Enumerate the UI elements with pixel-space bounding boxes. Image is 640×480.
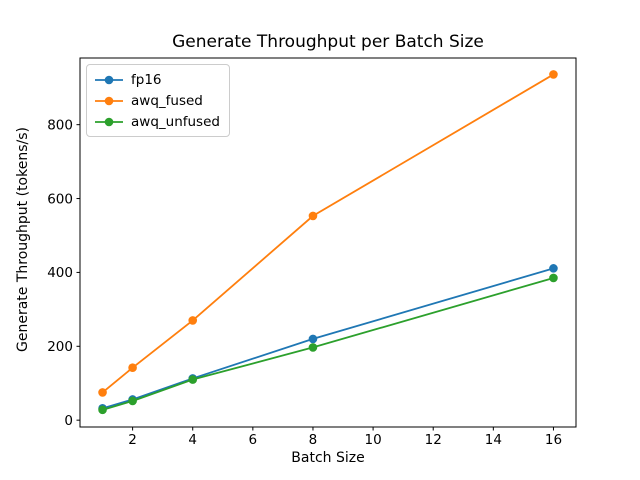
x-tick-label: 4	[188, 432, 197, 448]
chart-title: Generate Throughput per Batch Size	[172, 32, 484, 52]
data-point-awq_unfused	[188, 375, 198, 384]
x-axis-label: Batch Size	[291, 450, 365, 466]
data-point-awq_fused	[98, 388, 107, 397]
legend-item-awq-fused: awq_fused	[95, 90, 220, 111]
data-point-awq_unfused	[128, 396, 137, 406]
legend-item-fp16: fp16	[95, 69, 220, 90]
x-tick-label: 12	[425, 432, 442, 448]
legend-marker-dot	[104, 75, 114, 84]
x-tick-label: 2	[128, 432, 137, 448]
x-tick-label: 8	[309, 432, 318, 448]
data-point-awq_unfused	[98, 405, 107, 415]
x-tick-label: 16	[545, 432, 562, 448]
y-tick-label: 400	[47, 265, 73, 281]
data-point-fp16	[549, 264, 558, 273]
legend-marker-dot	[104, 117, 114, 126]
legend: fp16 awq_fused awq_unfused	[86, 64, 230, 137]
legend-item-awq-unfused: awq_unfused	[95, 111, 220, 132]
data-point-awq_fused	[549, 70, 558, 79]
y-tick-label: 200	[47, 339, 73, 355]
data-point-awq_unfused	[308, 343, 318, 352]
legend-marker-dot	[104, 96, 114, 105]
plot-border	[79, 57, 577, 428]
legend-label: fp16	[131, 71, 162, 88]
x-tick-label: 10	[364, 432, 381, 448]
legend-line-marker-fp16	[95, 75, 123, 84]
data-point-fp16	[308, 334, 318, 344]
data-point-awq_fused	[188, 316, 198, 325]
y-tick-label: 800	[47, 117, 73, 133]
x-tick-label: 6	[249, 432, 258, 448]
series-line-awq_unfused	[102, 277, 554, 411]
y-axis-label: Generate Throughput (tokens/s)	[15, 127, 31, 352]
y-tick-label: 600	[47, 191, 73, 207]
legend-label: awq_fused	[131, 92, 203, 109]
legend-line-marker-awq-unfused	[95, 117, 123, 126]
data-point-awq_fused	[308, 211, 318, 221]
y-tick-label: 0	[64, 413, 73, 429]
data-point-awq_unfused	[549, 273, 558, 283]
legend-line-marker-awq-fused	[95, 96, 123, 105]
x-tick-label: 14	[485, 432, 502, 448]
data-point-awq_fused	[128, 363, 137, 373]
legend-label: awq_unfused	[131, 113, 220, 130]
